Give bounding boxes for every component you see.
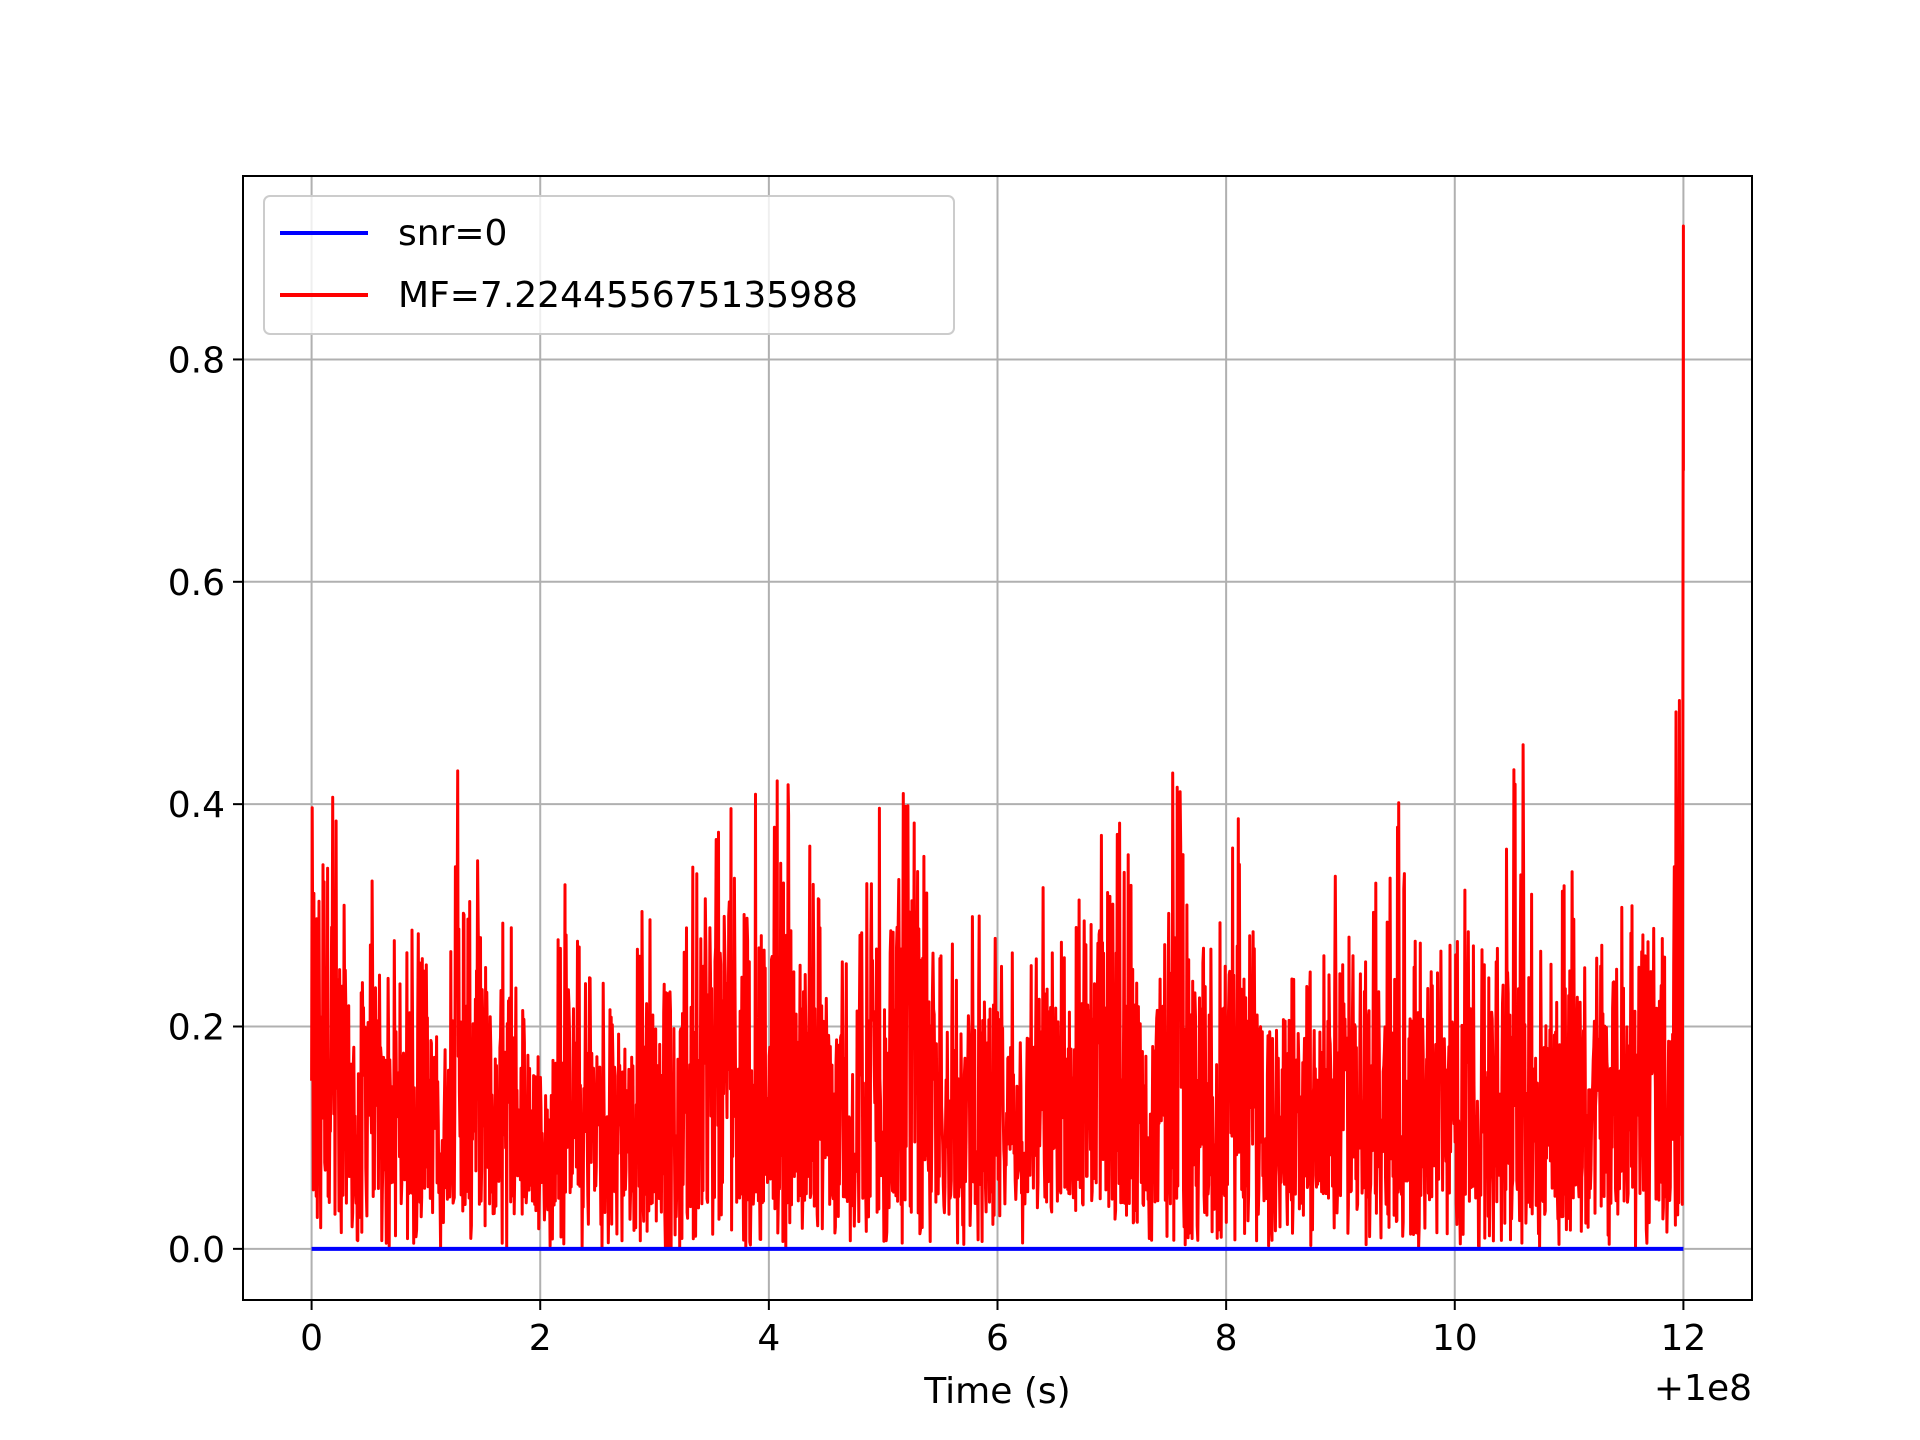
series-group [310,224,1685,1251]
y-tick-label: 0.2 [168,1008,225,1049]
y-tick-label: 0.8 [168,340,225,381]
legend-label-mf: MF=7.224455675135988 [398,275,858,316]
y-tick-label: 0.4 [168,785,225,826]
x-tick-label: 4 [757,1318,780,1359]
x-tick-label: 2 [529,1318,552,1359]
y-tick-label: 0.0 [168,1230,225,1271]
x-tick-label: 12 [1661,1318,1707,1359]
legend: snr=0 MF=7.224455675135988 [263,195,955,335]
legend-box [263,195,955,335]
x-tick-label: 0 [300,1318,323,1359]
x-tick-label: 10 [1432,1318,1478,1359]
series-line-mf [310,224,1685,1251]
x-axis: 0 2 4 6 8 10 12 [300,1300,1706,1359]
x-offset-label: +1e8 [1654,1368,1752,1409]
y-axis: 0.0 0.2 0.4 0.6 0.8 [168,340,243,1271]
x-tick-label: 8 [1215,1318,1238,1359]
legend-label-snr: snr=0 [398,213,507,254]
x-axis-label: Time (s) [923,1371,1070,1412]
x-tick-label: 6 [986,1318,1009,1359]
y-tick-label: 0.6 [168,563,225,604]
